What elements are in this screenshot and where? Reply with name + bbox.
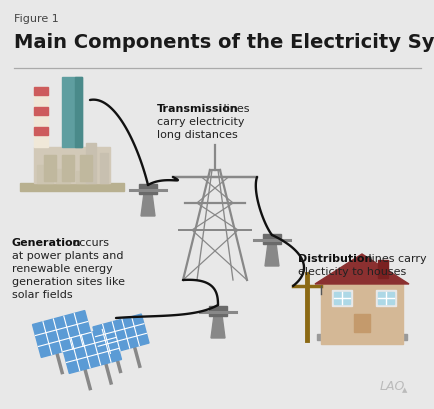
Text: Distribution: Distribution xyxy=(297,254,372,264)
Bar xyxy=(86,143,96,183)
Bar xyxy=(316,334,406,340)
Bar xyxy=(353,314,369,332)
Bar xyxy=(34,87,48,147)
Bar xyxy=(80,155,92,181)
Bar xyxy=(208,306,227,316)
Bar xyxy=(333,292,349,304)
Text: occurs: occurs xyxy=(69,238,109,248)
Bar xyxy=(76,171,88,183)
Polygon shape xyxy=(264,243,278,266)
Text: Generation: Generation xyxy=(12,238,81,248)
Text: LAO: LAO xyxy=(379,380,404,393)
Bar xyxy=(37,165,53,183)
Bar xyxy=(62,155,74,181)
Bar xyxy=(62,77,82,147)
Bar xyxy=(331,290,351,306)
Bar xyxy=(75,77,82,147)
Bar xyxy=(56,169,70,183)
Bar xyxy=(377,292,393,304)
Bar xyxy=(93,314,149,356)
Bar xyxy=(377,260,387,278)
Bar xyxy=(320,284,402,344)
Bar xyxy=(33,310,93,357)
Text: Transmission: Transmission xyxy=(157,104,238,114)
Text: Figure 1: Figure 1 xyxy=(14,14,59,24)
Text: renewable energy: renewable energy xyxy=(12,264,112,274)
Text: Main Components of the Electricity System: Main Components of the Electricity Syste… xyxy=(14,33,434,52)
Text: lines carry: lines carry xyxy=(364,254,426,264)
Polygon shape xyxy=(141,193,155,216)
Bar xyxy=(44,155,56,181)
Text: ▲: ▲ xyxy=(401,387,406,393)
Bar xyxy=(34,107,48,115)
Text: electicity to houses: electicity to houses xyxy=(297,267,405,277)
Text: solar fields: solar fields xyxy=(12,290,72,300)
Bar xyxy=(375,290,395,306)
Text: at power plants and: at power plants and xyxy=(12,251,123,261)
Bar xyxy=(263,234,280,244)
Text: carry electricity: carry electricity xyxy=(157,117,244,127)
Bar xyxy=(34,127,48,135)
Text: generation sites like: generation sites like xyxy=(12,277,125,287)
Bar xyxy=(60,327,121,373)
Polygon shape xyxy=(314,254,408,284)
Bar xyxy=(34,147,110,183)
Text: lines: lines xyxy=(220,104,249,114)
Text: long distances: long distances xyxy=(157,130,237,140)
Bar xyxy=(100,153,108,183)
Bar xyxy=(20,183,124,191)
Polygon shape xyxy=(210,315,224,338)
Bar xyxy=(34,87,48,95)
Bar xyxy=(139,184,157,194)
